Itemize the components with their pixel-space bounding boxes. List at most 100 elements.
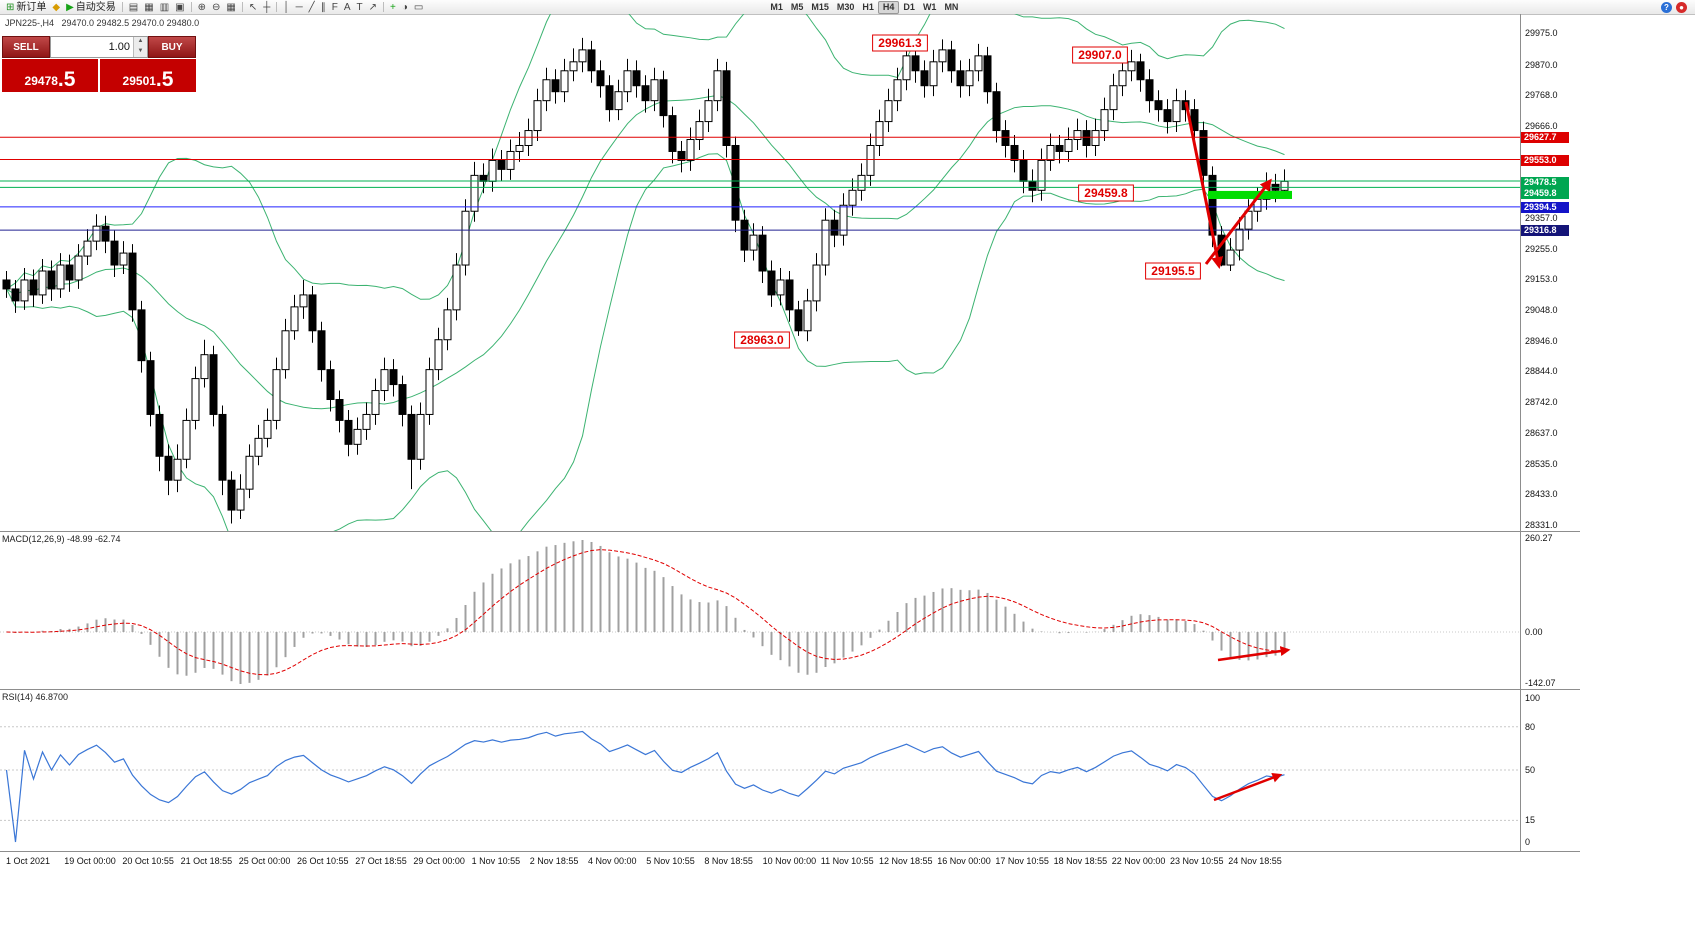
time-axis-label: 4 Nov 00:00 [588,856,637,866]
price-annotation[interactable]: 29195.5 [1145,262,1201,280]
price-annotation[interactable]: 28963.0 [734,331,790,349]
time-axis-label: 20 Oct 10:55 [122,856,174,866]
autotrading-button-label: 自动交易 [75,1,116,13]
time-axis-label: 26 Oct 10:55 [297,856,349,866]
price-axis-label: 28637.0 [1525,428,1558,439]
metaeditor-button[interactable]: ◆ [49,1,63,14]
trend-arrow[interactable] [1184,101,1224,269]
sell-price-int: 29478 [24,74,58,88]
price-axis-label: 28433.0 [1525,489,1558,500]
timeframe-button-h4[interactable]: H4 [877,0,900,14]
periods-button-icon: ◑ [401,1,408,13]
new-order-button-icon: ⊞ [6,1,15,13]
terminal-button[interactable]: ▣ [172,1,187,14]
price-annotation[interactable]: 29961.3 [872,34,928,52]
price-axis-badge: 29394.5 [1521,201,1569,213]
rsi-indicator-label: RSI(14) 46.8700 [2,692,69,702]
navigator-button[interactable]: ▥ [157,1,172,14]
arrows-button[interactable]: ↗ [366,1,380,14]
volume-down-button[interactable]: ▼ [134,47,147,57]
pane-separator[interactable] [0,531,1580,532]
periods-button[interactable]: ◑ [399,1,411,14]
price-axis-label: 0.00 [1525,627,1543,637]
horizontal-line-button[interactable]: ─ [293,1,306,14]
help-icon[interactable]: ? [1661,1,1672,13]
time-axis-label: 1 Oct 2021 [6,856,51,866]
price-axis-label: 28844.0 [1525,366,1558,377]
data-window-button-icon: ▦ [144,1,154,13]
macd-arrow[interactable] [1217,646,1291,662]
templates-button[interactable]: ▭ [411,1,426,14]
timeframe-button-m5[interactable]: M5 [790,1,804,12]
timeframe-button-m1[interactable]: M1 [770,1,783,12]
timeframe-button-m15[interactable]: M15 [811,1,829,12]
timeframe-button-d1[interactable]: D1 [903,1,915,12]
zoom-out-button[interactable]: ⊖ [209,1,223,14]
price-axis-label: 29975.0 [1525,28,1558,39]
time-axis-label: 24 Nov 18:55 [1228,856,1282,866]
live-account-icon[interactable]: ● [1676,1,1687,13]
rsi-chart[interactable] [0,690,1520,851]
metaeditor-button-icon: ◆ [52,1,61,13]
sell-button[interactable]: SELL [2,36,50,58]
autotrading-button-icon: ▶ [66,1,74,13]
price-axis-badge: 29478.5 [1521,176,1569,188]
buy-button[interactable]: BUY [148,36,196,58]
label-button[interactable]: T [353,1,365,14]
indicators-button[interactable]: + [387,1,399,14]
cursor-button[interactable]: ↖ [246,1,260,14]
price-axis-label: 28946.0 [1525,335,1558,346]
price-annotation[interactable]: 29459.8 [1078,184,1134,202]
macd-signal-line [6,549,1285,676]
pane-separator[interactable] [0,689,1580,690]
buy-price-display[interactable]: 29501.5 [100,59,196,92]
trend-arrow[interactable] [1204,178,1272,265]
tile-windows-button-icon: ▦ [226,1,236,13]
tile-windows-button[interactable]: ▦ [223,1,238,14]
fibonacci-button[interactable]: F [329,1,341,14]
zoom-in-button[interactable]: ⊕ [195,1,209,14]
volume-stepper[interactable]: 1.00 ▲ ▼ [50,36,148,58]
highlight-zone[interactable] [1208,190,1292,199]
buy-price-fraction: .5 [155,68,174,91]
time-axis-label: 10 Nov 00:00 [762,856,817,866]
time-axis-label: 23 Nov 10:55 [1170,856,1224,866]
svg-text:29961.3: 29961.3 [878,36,922,50]
candles-layer [2,37,1289,524]
price-annotation[interactable]: 29907.0 [1072,46,1128,64]
pane-separator [0,851,1580,852]
price-axis-label: 29870.0 [1525,59,1558,70]
macd-histogram [14,540,1286,684]
timeframe-button-mn[interactable]: MN [944,1,959,12]
time-axis[interactable]: 1 Oct 2021 19 Oct 00:00 20 Oct 10:55 21 Oct… [0,852,1520,869]
time-axis-label: 1 Nov 10:55 [471,856,521,866]
market-watch-button[interactable]: ▤ [126,1,141,14]
macd-chart[interactable] [0,532,1520,689]
timeframe-button-m30[interactable]: M30 [836,1,855,12]
time-axis-label: 18 Nov 18:55 [1053,856,1108,866]
trendline-button[interactable]: ╱ [306,1,318,14]
toolbar-separator [241,2,243,12]
price-axis-label: 29048.0 [1525,305,1558,316]
autotrading-button[interactable]: ▶ 自动交易 [63,1,119,14]
timeframe-button-w1[interactable]: W1 [922,1,937,12]
timeframe-button-h1[interactable]: H1 [862,1,874,12]
price-axis-label: 29357.0 [1525,213,1558,224]
crosshair-button[interactable]: ┼ [260,1,273,14]
price-axis-label: -142.07 [1525,678,1556,688]
volume-up-button[interactable]: ▲ [134,37,147,47]
volume-value[interactable]: 1.00 [108,41,130,53]
price-axis-label: 260.27 [1525,533,1553,543]
data-window-button[interactable]: ▦ [141,1,156,14]
rsi-arrow[interactable] [1213,772,1283,802]
channel-button[interactable]: ∥ [318,1,329,14]
terminal-button-icon: ▣ [175,1,185,13]
new-order-button[interactable]: ⊞ 新订单 [3,1,49,14]
sell-price-display[interactable]: 29478.5 [2,59,98,92]
buy-price-int: 29501 [122,74,156,88]
text-button[interactable]: A [341,1,354,14]
vertical-line-button[interactable]: │ [280,1,292,14]
trendline-button-icon: ╱ [308,1,315,13]
price-chart[interactable]: 29961.3 29907.0 29459.8 29195.5 28963.0 [0,14,1520,531]
horizontal-line-button-icon: ─ [295,1,303,13]
